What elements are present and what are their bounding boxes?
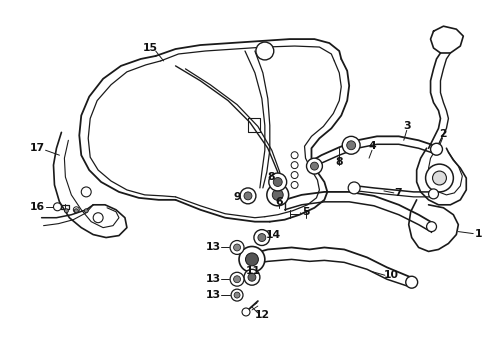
Text: 14: 14 bbox=[265, 230, 281, 239]
Text: 8: 8 bbox=[335, 157, 342, 167]
Text: 10: 10 bbox=[383, 270, 398, 280]
Text: 9: 9 bbox=[233, 192, 240, 202]
Circle shape bbox=[347, 182, 359, 194]
Circle shape bbox=[231, 289, 243, 301]
Circle shape bbox=[93, 213, 103, 223]
Text: 7: 7 bbox=[393, 188, 401, 198]
Circle shape bbox=[233, 244, 240, 251]
Circle shape bbox=[74, 209, 78, 213]
Circle shape bbox=[257, 234, 265, 242]
Circle shape bbox=[242, 308, 249, 316]
Text: 13: 13 bbox=[205, 274, 221, 284]
Circle shape bbox=[233, 276, 240, 283]
Circle shape bbox=[84, 209, 88, 213]
Circle shape bbox=[346, 141, 355, 150]
Circle shape bbox=[290, 152, 298, 159]
Circle shape bbox=[244, 192, 251, 200]
Circle shape bbox=[342, 136, 359, 154]
Text: 16: 16 bbox=[30, 202, 45, 212]
Circle shape bbox=[73, 207, 79, 213]
Circle shape bbox=[239, 247, 264, 272]
Text: 15: 15 bbox=[143, 43, 158, 53]
Text: 3: 3 bbox=[402, 121, 410, 131]
Text: 8: 8 bbox=[266, 172, 274, 182]
Circle shape bbox=[230, 240, 244, 255]
Circle shape bbox=[405, 276, 417, 288]
Circle shape bbox=[306, 158, 322, 174]
Circle shape bbox=[247, 273, 255, 281]
Text: 11: 11 bbox=[245, 266, 260, 276]
Circle shape bbox=[81, 187, 91, 197]
Circle shape bbox=[245, 253, 258, 266]
Circle shape bbox=[425, 164, 452, 192]
Circle shape bbox=[429, 143, 442, 155]
Circle shape bbox=[255, 42, 273, 60]
Circle shape bbox=[253, 230, 269, 246]
Circle shape bbox=[290, 172, 298, 179]
Circle shape bbox=[240, 188, 255, 204]
Text: 4: 4 bbox=[367, 141, 375, 151]
Text: 13: 13 bbox=[205, 243, 221, 252]
Circle shape bbox=[427, 189, 438, 199]
Text: 6: 6 bbox=[274, 197, 282, 207]
Text: 13: 13 bbox=[205, 290, 221, 300]
Circle shape bbox=[230, 272, 244, 286]
Text: 1: 1 bbox=[473, 229, 481, 239]
Circle shape bbox=[273, 177, 282, 186]
Text: 12: 12 bbox=[255, 310, 270, 320]
Circle shape bbox=[244, 269, 259, 285]
Circle shape bbox=[266, 184, 288, 206]
Circle shape bbox=[426, 222, 436, 231]
Circle shape bbox=[234, 292, 240, 298]
Circle shape bbox=[53, 203, 61, 211]
Circle shape bbox=[432, 171, 446, 185]
Text: 17: 17 bbox=[30, 143, 45, 153]
Text: 5: 5 bbox=[301, 207, 308, 217]
Circle shape bbox=[268, 173, 286, 191]
Circle shape bbox=[290, 181, 298, 188]
Text: 2: 2 bbox=[438, 129, 446, 139]
Circle shape bbox=[64, 209, 68, 213]
Circle shape bbox=[272, 189, 283, 201]
Circle shape bbox=[310, 162, 318, 170]
Circle shape bbox=[290, 162, 298, 168]
